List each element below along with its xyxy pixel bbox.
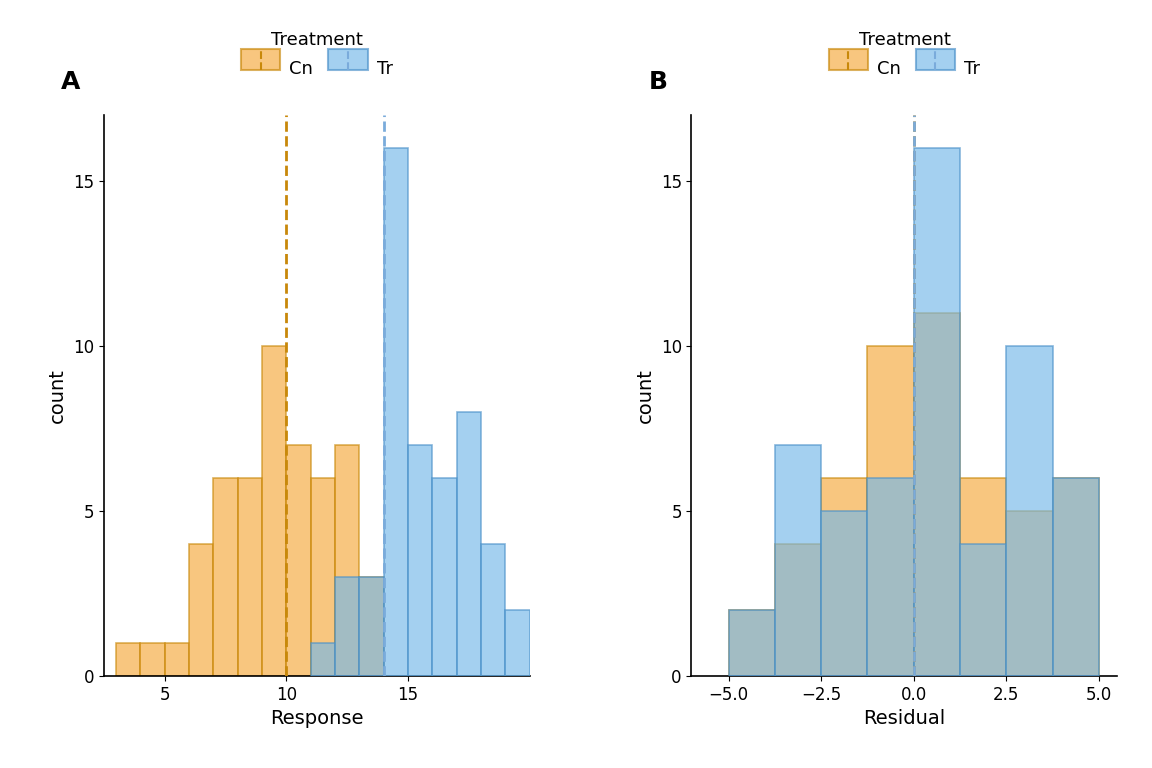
Bar	[359, 577, 384, 676]
Bar	[821, 478, 867, 676]
Bar	[311, 478, 335, 676]
Bar	[728, 610, 775, 676]
Bar	[262, 346, 286, 676]
Text: A: A	[61, 71, 81, 94]
Bar	[335, 577, 359, 676]
X-axis label: Response: Response	[270, 709, 363, 728]
Bar	[775, 544, 821, 676]
Bar	[960, 478, 1007, 676]
Bar	[286, 445, 311, 676]
Bar	[116, 643, 141, 676]
Legend: Cn, Tr: Cn, Tr	[821, 23, 987, 86]
Bar	[189, 544, 213, 676]
Bar	[384, 148, 408, 676]
Y-axis label: count: count	[48, 368, 67, 423]
Bar	[237, 478, 262, 676]
Bar	[728, 610, 775, 676]
Bar	[311, 643, 335, 676]
Bar	[914, 148, 960, 676]
Bar	[141, 643, 165, 676]
Bar	[1053, 478, 1099, 676]
Bar	[914, 313, 960, 676]
Bar	[165, 643, 189, 676]
Bar	[408, 445, 432, 676]
Bar	[432, 478, 456, 676]
Bar	[1053, 478, 1099, 676]
Bar	[867, 346, 914, 676]
Bar	[506, 610, 530, 676]
Bar	[480, 544, 506, 676]
X-axis label: Residual: Residual	[863, 709, 946, 728]
Text: B: B	[649, 71, 668, 94]
Bar	[1007, 511, 1053, 676]
Y-axis label: count: count	[636, 368, 655, 423]
Bar	[1007, 346, 1053, 676]
Bar	[821, 511, 867, 676]
Bar	[960, 544, 1007, 676]
Bar	[213, 478, 237, 676]
Bar	[867, 478, 914, 676]
Bar	[335, 445, 359, 676]
Bar	[456, 412, 480, 676]
Legend: Cn, Tr: Cn, Tr	[234, 23, 400, 86]
Bar	[359, 577, 384, 676]
Bar	[775, 445, 821, 676]
